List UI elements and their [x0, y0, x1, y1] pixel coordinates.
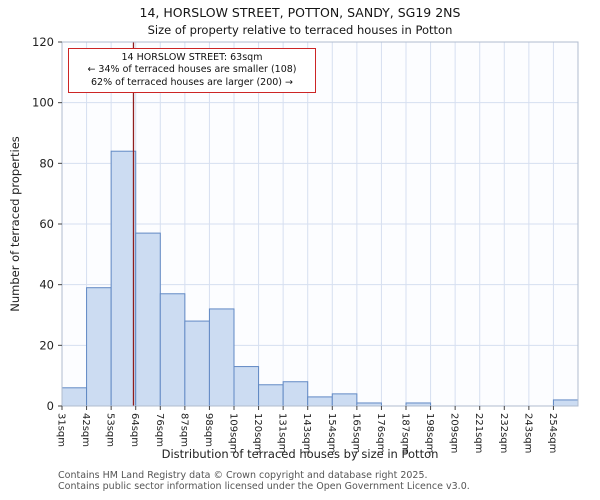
annotation-larger-line: 62% of terraced houses are larger (200) … — [91, 76, 293, 88]
x-tick-label: 131sqm — [277, 413, 288, 453]
x-tick-label: 53sqm — [105, 413, 116, 447]
y-tick-label: 20 — [39, 338, 54, 352]
x-tick-label: 165sqm — [350, 413, 361, 453]
x-tick-label: 254sqm — [547, 413, 558, 453]
footer-attribution-line-1: Contains HM Land Registry data © Crown c… — [58, 470, 428, 481]
x-tick-label: 76sqm — [154, 413, 165, 447]
bar-109sqm — [233, 366, 260, 407]
annotation-smaller-line: ← 34% of terraced houses are smaller (10… — [87, 64, 297, 76]
x-tick-label: 31sqm — [56, 413, 67, 447]
y-tick-label: 80 — [39, 156, 54, 170]
chart-title: 14, HORSLOW STREET, POTTON, SANDY, SG19 … — [139, 5, 461, 20]
x-tick-label: 64sqm — [129, 413, 140, 447]
x-tick-label: 221sqm — [473, 413, 484, 453]
property-annotation-box: 14 HORSLOW STREET: 63sqm ← 34% of terrac… — [68, 48, 316, 94]
x-tick-label: 198sqm — [424, 413, 435, 453]
y-tick-label: 120 — [32, 35, 54, 49]
x-tick-label: 98sqm — [203, 413, 214, 447]
x-tick-label: 232sqm — [498, 413, 509, 453]
bar-53sqm — [110, 150, 137, 407]
footer-attribution-line-2: Contains public sector information licen… — [58, 481, 470, 492]
x-tick-label: 154sqm — [326, 413, 337, 453]
y-tick-label: 100 — [32, 96, 54, 110]
y-axis-label: Number of terraced properties — [8, 136, 22, 312]
bar-87sqm — [184, 320, 210, 407]
bar-76sqm — [159, 293, 186, 407]
x-tick-label: 42sqm — [80, 413, 91, 447]
bar-64sqm — [135, 232, 161, 407]
bar-154sqm — [331, 393, 358, 407]
x-axis-label: Distribution of terraced houses by size … — [161, 447, 439, 461]
x-tick-label: 87sqm — [178, 413, 189, 447]
bar-98sqm — [208, 308, 235, 407]
x-tick-label: 120sqm — [252, 413, 263, 453]
bar-42sqm — [86, 287, 112, 407]
bar-120sqm — [258, 384, 284, 407]
x-tick-label: 209sqm — [449, 413, 460, 453]
x-tick-label: 243sqm — [522, 413, 533, 453]
y-tick-label: 60 — [39, 217, 54, 231]
y-tick-label: 40 — [39, 278, 54, 292]
x-tick-label: 143sqm — [301, 413, 312, 453]
x-tick-label: 109sqm — [228, 413, 239, 453]
x-tick-label: 176sqm — [375, 413, 386, 453]
chart-subtitle: Size of property relative to terraced ho… — [147, 23, 453, 37]
bar-254sqm — [552, 399, 579, 407]
bar-131sqm — [282, 381, 309, 407]
annotation-property-line: 14 HORSLOW STREET: 63sqm — [121, 52, 263, 63]
x-tick-label: 187sqm — [400, 413, 411, 453]
y-tick-label: 0 — [47, 399, 54, 413]
bar-143sqm — [307, 396, 333, 407]
bar-31sqm — [61, 387, 88, 407]
